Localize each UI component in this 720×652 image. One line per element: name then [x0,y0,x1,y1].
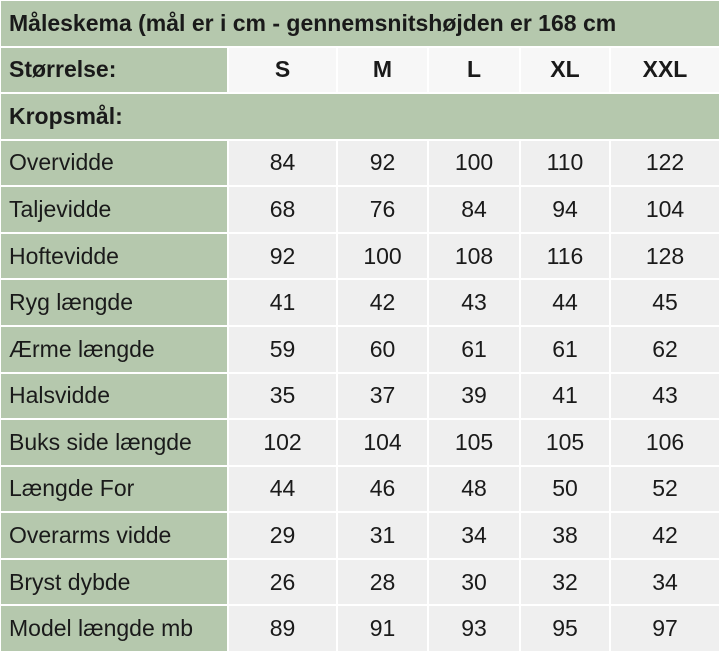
measure-value: 105 [520,419,610,466]
measure-value: 122 [610,139,720,187]
size-header: L [428,46,520,94]
row-label: Model længde mb [0,605,228,652]
row-label: Længde For [0,465,228,513]
measure-value: 32 [520,558,610,606]
measure-value: 92 [337,139,428,187]
measure-value: 84 [228,139,337,187]
measure-value: 89 [228,605,337,652]
measure-value: 42 [337,279,428,326]
measure-value: 106 [610,419,720,466]
measure-value: 105 [428,419,520,466]
measure-value: 44 [228,465,337,513]
header-label: Størrelse: [0,46,228,94]
measure-value: 62 [610,325,720,373]
measure-value: 45 [610,279,720,326]
measure-value: 68 [228,186,337,233]
measure-value: 108 [428,232,520,280]
measure-value: 110 [520,139,610,187]
size-header: XXL [610,46,720,94]
measure-value: 39 [428,372,520,420]
measure-value: 52 [610,465,720,513]
row-label: Ærme længde [0,325,228,373]
row-label: Taljevidde [0,186,228,233]
measure-value: 30 [428,558,520,606]
measure-value: 116 [520,232,610,280]
size-header: XL [520,46,610,94]
measure-value: 41 [228,279,337,326]
measure-value: 97 [610,605,720,652]
measure-value: 34 [428,512,520,559]
measure-value: 60 [337,325,428,373]
measure-value: 92 [228,232,337,280]
measure-value: 34 [610,558,720,606]
measure-value: 29 [228,512,337,559]
row-label: Buks side længde [0,419,228,466]
measure-value: 31 [337,512,428,559]
measure-value: 100 [337,232,428,280]
row-label: Halsvidde [0,372,228,420]
measure-value: 44 [520,279,610,326]
measure-value: 26 [228,558,337,606]
section-label: Kropsmål: [0,93,720,140]
measure-value: 61 [428,325,520,373]
measure-value: 93 [428,605,520,652]
measure-value: 91 [337,605,428,652]
measure-value: 42 [610,512,720,559]
measure-value: 61 [520,325,610,373]
measure-value: 84 [428,186,520,233]
measure-value: 28 [337,558,428,606]
measure-value: 37 [337,372,428,420]
measure-value: 59 [228,325,337,373]
row-label: Bryst dybde [0,558,228,606]
size-header: M [337,46,428,94]
measure-value: 94 [520,186,610,233]
table-title: Måleskema (mål er i cm - gennemsnitshøjd… [0,0,720,47]
measure-value: 35 [228,372,337,420]
measure-value: 104 [610,186,720,233]
row-label: Overvidde [0,139,228,187]
row-label: Ryg længde [0,279,228,326]
measure-value: 76 [337,186,428,233]
size-header: S [228,46,337,94]
measure-value: 50 [520,465,610,513]
row-label: Hoftevidde [0,232,228,280]
measure-value: 41 [520,372,610,420]
measure-value: 102 [228,419,337,466]
row-label: Overarms vidde [0,512,228,559]
measure-value: 104 [337,419,428,466]
measure-value: 100 [428,139,520,187]
measure-value: 43 [610,372,720,420]
measure-value: 48 [428,465,520,513]
measure-value: 38 [520,512,610,559]
measure-value: 43 [428,279,520,326]
measure-value: 128 [610,232,720,280]
measure-value: 46 [337,465,428,513]
measure-value: 95 [520,605,610,652]
